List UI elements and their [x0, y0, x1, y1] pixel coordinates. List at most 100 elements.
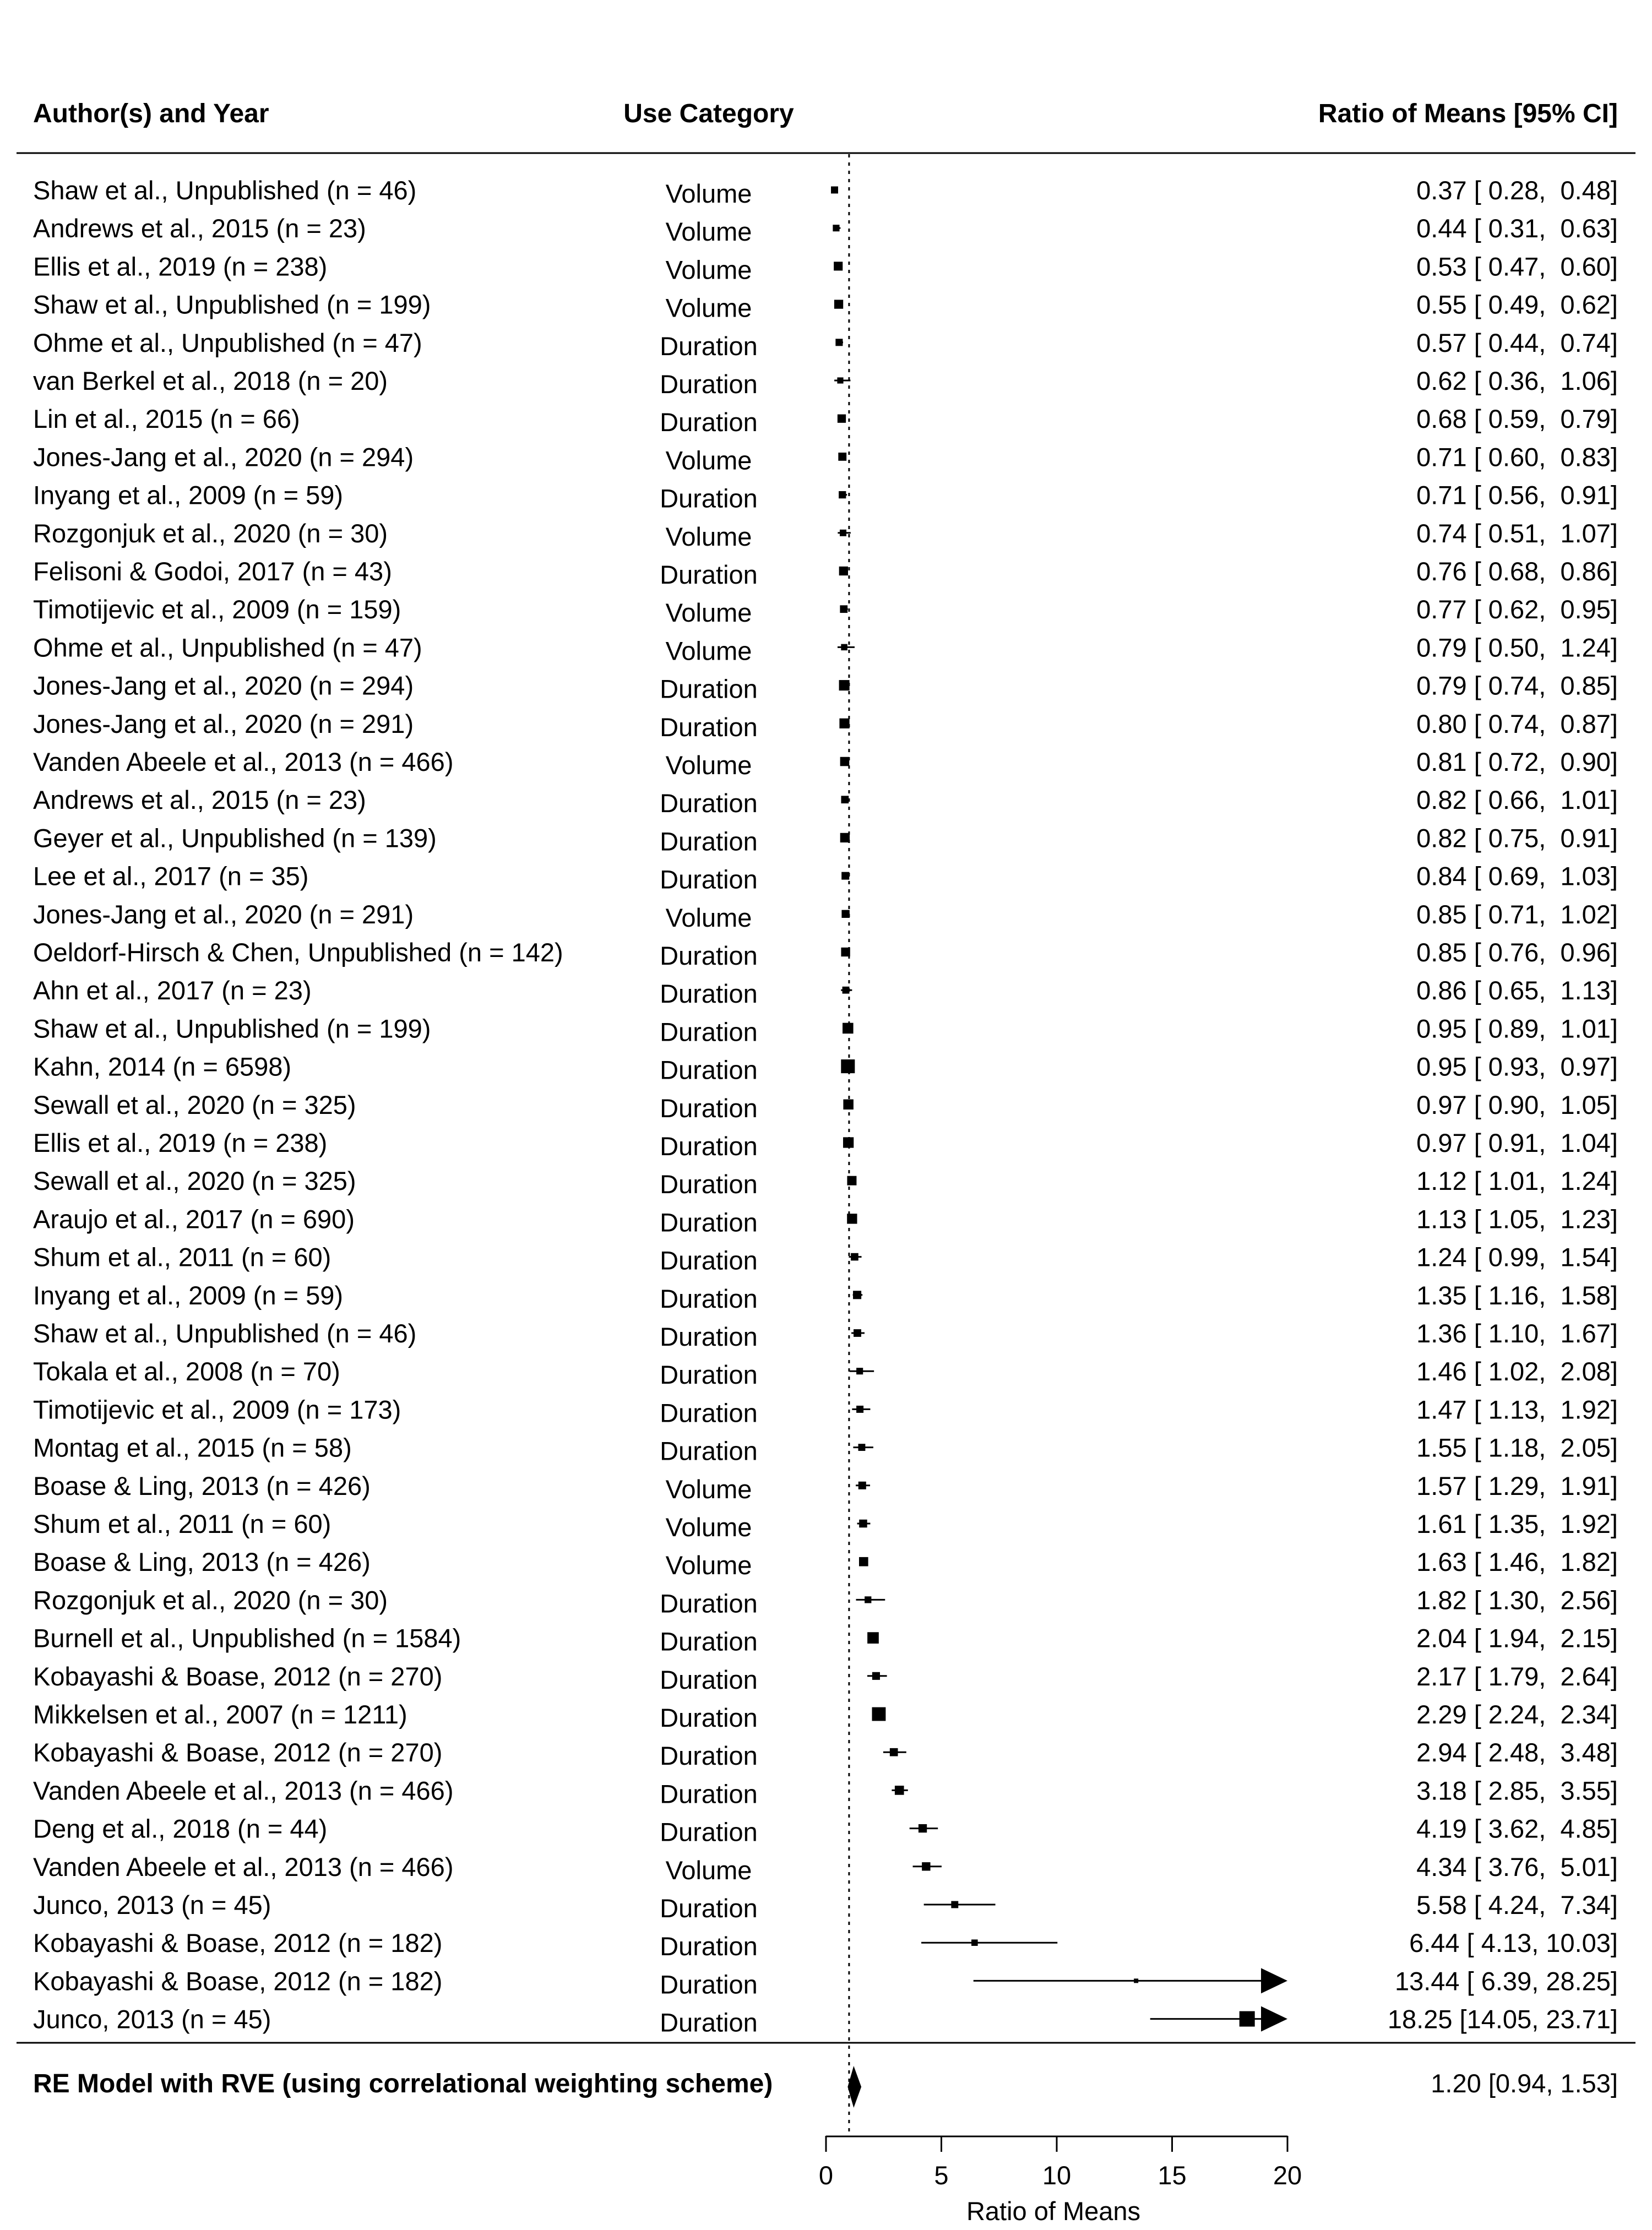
study-estimate-text: 1.47 [ 1.13, 1.92] — [1416, 1395, 1618, 1424]
study-row: Oeldorf-Hirsch & Chen, Unpublished (n = … — [33, 938, 1618, 970]
study-row: Boase & Ling, 2013 (n = 426) Volume 1.57 [… — [33, 1471, 1618, 1504]
study-row: Ohme et al., Unpublished (n = 47) Duratio… — [33, 328, 1618, 361]
study-label: Felisoni & Godoi, 2017 (n = 43) — [33, 557, 392, 586]
study-estimate-text: 1.36 [ 1.10, 1.67] — [1416, 1319, 1618, 1348]
point-estimate — [841, 910, 850, 918]
study-category: Volume — [666, 293, 752, 323]
study-category: Duration — [660, 1170, 758, 1199]
point-estimate — [843, 1137, 854, 1148]
study-row: Inyang et al., 2009 (n = 59) Duration 1.35… — [33, 1281, 1618, 1313]
study-estimate-text: 1.12 [ 1.01, 1.24] — [1416, 1166, 1618, 1195]
study-row: Kahn, 2014 (n = 6598) Duration 0.95 [ 0.93… — [33, 1052, 1618, 1085]
point-estimate — [839, 491, 846, 499]
summary-diamond — [847, 2066, 862, 2108]
point-estimate — [843, 1022, 854, 1034]
point-estimate — [854, 1329, 861, 1337]
study-category: Duration — [660, 1094, 758, 1123]
study-category: Duration — [660, 979, 758, 1008]
study-estimate-text: 0.82 [ 0.66, 1.01] — [1416, 785, 1618, 814]
study-label: Rozgonjuk et al., 2020 (n = 30) — [33, 519, 388, 548]
study-estimate-text: 0.55 [ 0.49, 0.62] — [1416, 290, 1618, 319]
study-estimate-text: 0.95 [ 0.93, 0.97] — [1416, 1052, 1618, 1081]
study-estimate-text: 1.63 [ 1.46, 1.82] — [1416, 1547, 1618, 1576]
study-category: Duration — [660, 675, 758, 704]
study-row: Ahn et al., 2017 (n = 23) Duration 0.86 [ … — [33, 976, 1618, 1008]
study-category: Duration — [660, 712, 758, 742]
study-label: Lee et al., 2017 (n = 35) — [33, 862, 308, 891]
study-row: Kobayashi & Boase, 2012 (n = 182) Duratio… — [33, 1966, 1618, 1999]
study-row: Boase & Ling, 2013 (n = 426) Volume 1.63 [… — [33, 1547, 1618, 1580]
study-category: Duration — [660, 788, 758, 818]
study-row: Kobayashi & Boase, 2012 (n = 182) Duratio… — [33, 1928, 1618, 1961]
study-category: Duration — [660, 1017, 758, 1046]
study-category: Volume — [666, 217, 752, 246]
point-estimate — [835, 339, 843, 346]
study-category: Duration — [660, 331, 758, 361]
study-label: Timotijevic et al., 2009 (n = 173) — [33, 1395, 401, 1424]
study-estimate-text: 0.86 [ 0.65, 1.13] — [1416, 976, 1618, 1005]
study-estimate-text: 5.58 [ 4.24, 7.34] — [1416, 1890, 1618, 1919]
study-estimate-text: 1.55 [ 1.18, 2.05] — [1416, 1433, 1618, 1462]
study-estimate-text: 0.79 [ 0.74, 0.85] — [1416, 671, 1618, 700]
study-label: Shum et al., 2011 (n = 60) — [33, 1509, 331, 1538]
study-label: Tokala et al., 2008 (n = 70) — [33, 1357, 340, 1386]
point-estimate — [853, 1291, 862, 1299]
study-row: Shaw et al., Unpublished (n = 46) Duratio… — [33, 1319, 1618, 1351]
point-estimate — [971, 1939, 978, 1946]
study-estimate-text: 1.46 [ 1.02, 2.08] — [1416, 1357, 1618, 1386]
study-category: Duration — [660, 1208, 758, 1237]
study-label: Rozgonjuk et al., 2020 (n = 30) — [33, 1585, 388, 1614]
point-estimate — [841, 796, 849, 804]
study-estimate-text: 4.19 [ 3.62, 4.85] — [1416, 1814, 1618, 1843]
study-label: Ohme et al., Unpublished (n = 47) — [33, 328, 422, 357]
study-estimate-text: 1.82 [ 1.30, 2.56] — [1416, 1585, 1618, 1614]
study-estimate-text: 2.29 [ 2.24, 2.34] — [1416, 1700, 1618, 1729]
point-estimate — [922, 1862, 931, 1871]
study-row: Inyang et al., 2009 (n = 59) Duration 0.71… — [33, 481, 1618, 513]
point-estimate — [856, 1405, 864, 1413]
summary-row: RE Model with RVE (using correlational w… — [33, 2066, 1618, 2108]
study-category: Duration — [660, 941, 758, 970]
header-category: Use Category — [623, 99, 794, 128]
study-estimate-text: 0.95 [ 0.89, 1.01] — [1416, 1014, 1618, 1043]
study-label: Jones-Jang et al., 2020 (n = 294) — [33, 442, 414, 471]
study-category: Volume — [666, 1475, 752, 1504]
study-estimate-text: 0.77 [ 0.62, 0.95] — [1416, 595, 1618, 624]
study-row: Jones-Jang et al., 2020 (n = 291) Duratio… — [33, 709, 1618, 742]
study-row: Ellis et al., 2019 (n = 238) Duration 0.97… — [33, 1128, 1618, 1161]
study-label: Kobayashi & Boase, 2012 (n = 182) — [33, 1928, 442, 1957]
point-estimate — [851, 1253, 858, 1261]
x-tick-label: 10 — [1042, 2161, 1071, 2190]
study-category: Volume — [666, 903, 752, 932]
study-category: Volume — [666, 598, 752, 627]
study-row: Shum et al., 2011 (n = 60) Volume 1.61 [ 1… — [33, 1509, 1618, 1542]
study-label: Vanden Abeele et al., 2013 (n = 466) — [33, 1776, 453, 1805]
study-label: Kobayashi & Boase, 2012 (n = 270) — [33, 1662, 442, 1691]
study-estimate-text: 0.71 [ 0.60, 0.83] — [1416, 442, 1618, 471]
study-category: Duration — [660, 2008, 758, 2037]
study-row: Andrews et al., 2015 (n = 23) Duration 0.8… — [33, 785, 1618, 818]
study-category: Duration — [660, 865, 758, 894]
study-category: Duration — [660, 484, 758, 513]
study-label: Boase & Ling, 2013 (n = 426) — [33, 1547, 371, 1576]
study-label: Andrews et al., 2015 (n = 23) — [33, 214, 366, 243]
study-label: Deng et al., 2018 (n = 44) — [33, 1814, 327, 1843]
study-estimate-text: 0.79 [ 0.50, 1.24] — [1416, 633, 1618, 662]
study-category: Duration — [660, 1741, 758, 1770]
point-estimate — [894, 1786, 904, 1795]
point-estimate — [1239, 2011, 1255, 2027]
study-estimate-text: 4.34 [ 3.76, 5.01] — [1416, 1852, 1618, 1881]
study-row: Rozgonjuk et al., 2020 (n = 30) Volume 0.7… — [33, 519, 1618, 551]
study-label: Oeldorf-Hirsch & Chen, Unpublished (n = … — [33, 938, 563, 967]
point-estimate — [831, 186, 838, 194]
study-category: Volume — [666, 636, 752, 665]
study-category: Volume — [666, 445, 752, 475]
point-estimate — [859, 1519, 867, 1528]
study-category: Duration — [660, 560, 758, 589]
point-estimate — [838, 452, 847, 461]
point-estimate — [918, 1824, 927, 1833]
study-category: Duration — [660, 1818, 758, 1847]
study-row: Jones-Jang et al., 2020 (n = 294) Duratio… — [33, 671, 1618, 704]
study-row: Kobayashi & Boase, 2012 (n = 270) Duratio… — [33, 1662, 1618, 1694]
study-label: Ahn et al., 2017 (n = 23) — [33, 976, 312, 1005]
